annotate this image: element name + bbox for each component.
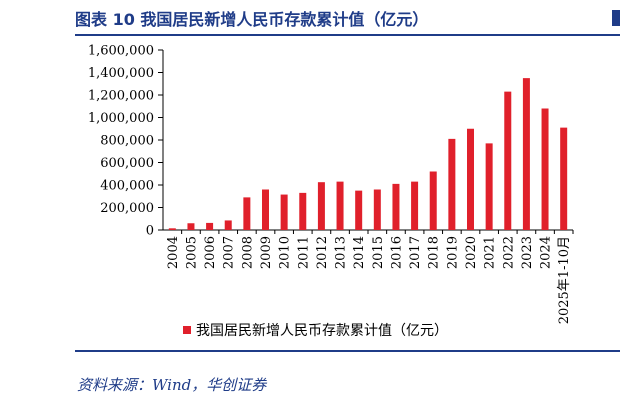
x-tick-label: 2023 <box>520 236 535 269</box>
bar <box>224 220 232 230</box>
x-tick-label: 2007 <box>222 236 237 269</box>
y-tick-label: 1,600,000 <box>88 44 154 59</box>
x-tick-label: 2020 <box>464 236 479 269</box>
adjacent-footer-rule <box>612 350 620 352</box>
x-tick-label: 2025年1-10月 <box>557 236 572 324</box>
source-note: 资料来源：Wind，华创证券 <box>77 376 267 394</box>
x-tick-label: 2021 <box>483 236 498 269</box>
footer-rule <box>75 350 613 352</box>
y-tick-label: 1,200,000 <box>88 89 154 104</box>
bar <box>522 78 530 230</box>
x-tick-label: 2005 <box>184 236 199 269</box>
bar <box>243 197 251 230</box>
bar <box>187 223 195 230</box>
adjacent-figure-edge <box>612 10 620 26</box>
x-tick-label: 2015 <box>371 236 386 269</box>
x-tick-label: 2006 <box>203 236 218 269</box>
bar <box>168 228 176 230</box>
x-tick-label: 2012 <box>315 236 330 269</box>
bar <box>336 181 344 230</box>
x-tick-label: 2019 <box>445 236 460 269</box>
bar <box>485 143 493 230</box>
header-rule <box>75 34 613 36</box>
bar <box>280 194 288 230</box>
x-tick-label: 2009 <box>259 236 274 269</box>
bar <box>206 222 214 230</box>
y-tick-label: 1,400,000 <box>88 66 154 81</box>
y-tick-label: 200,000 <box>100 201 154 216</box>
x-tick-label: 2008 <box>240 236 255 269</box>
x-tick-label: 2022 <box>501 236 516 269</box>
bar <box>262 189 269 230</box>
bar <box>560 127 568 230</box>
x-tick-label: 2016 <box>389 236 404 269</box>
adjacent-header-rule <box>612 34 620 36</box>
bar <box>355 190 363 230</box>
legend-swatch <box>183 326 191 334</box>
bar <box>299 192 307 230</box>
x-tick-label: 2017 <box>408 236 423 269</box>
y-tick-label: 0 <box>146 224 154 239</box>
y-tick-label: 800,000 <box>100 134 154 149</box>
x-tick-label: 2011 <box>296 236 311 269</box>
bar <box>448 138 456 230</box>
bar <box>392 183 400 230</box>
x-tick-label: 2010 <box>278 236 293 269</box>
bar <box>373 189 381 230</box>
legend-label: 我国居民新增人民币存款累计值（亿元） <box>196 323 448 339</box>
bar <box>504 91 512 230</box>
figure-title: 图表 10 我国居民新增人民币存款累计值（亿元） <box>75 10 429 29</box>
y-tick-label: 600,000 <box>100 156 154 171</box>
bar <box>411 181 419 230</box>
x-tick-label: 2014 <box>352 236 367 269</box>
x-tick-label: 2004 <box>166 236 181 269</box>
bar-chart: 0 200,000 400,000 600,000 800,000 1,000,000 1,… <box>88 44 574 339</box>
x-tick-label: 2018 <box>427 236 442 269</box>
bar <box>541 108 549 230</box>
bar <box>317 182 325 230</box>
x-tick-label: 2013 <box>334 236 349 269</box>
y-tick-label: 1,000,000 <box>88 111 154 126</box>
bar <box>467 128 474 230</box>
figure-header: 图表 10 我国居民新增人民币存款累计值（亿元） <box>75 6 615 32</box>
bar <box>429 171 437 230</box>
x-tick-label: 2024 <box>539 236 554 269</box>
y-tick-label: 400,000 <box>100 179 154 194</box>
